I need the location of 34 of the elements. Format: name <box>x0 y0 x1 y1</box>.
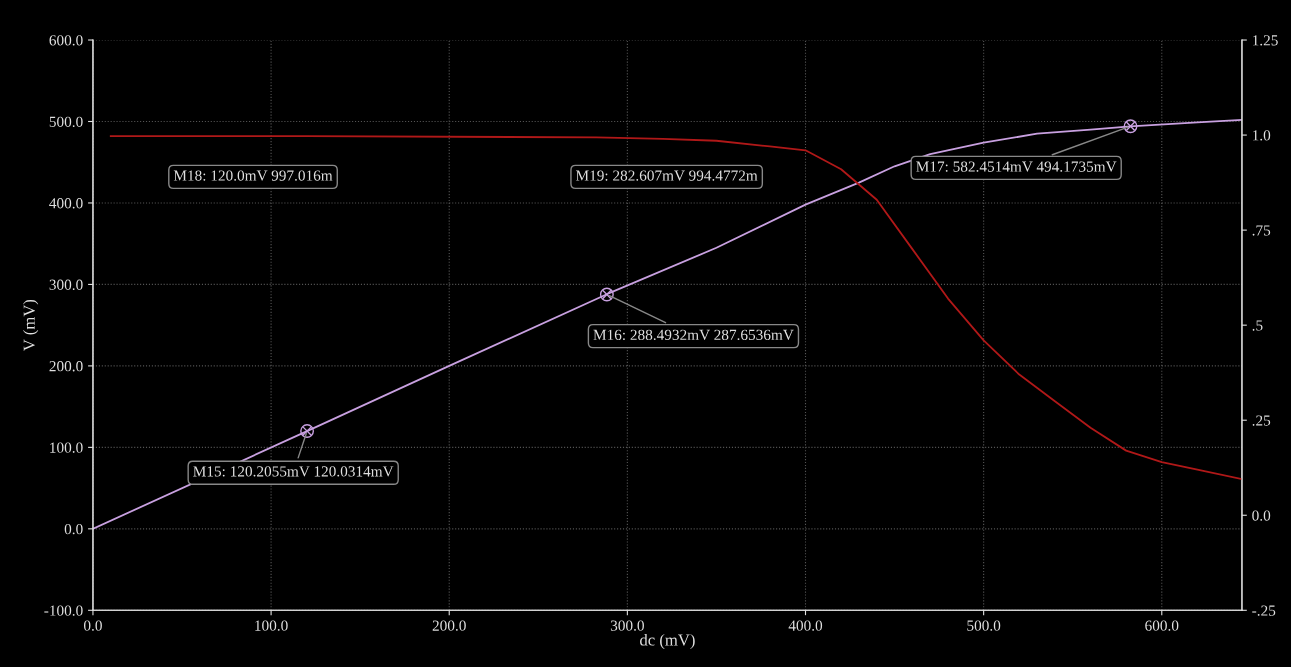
line-series <box>109 135 1242 481</box>
y2-tick-label: 1.25 <box>1253 35 1278 46</box>
y2-tick-label: .25 <box>1252 415 1271 426</box>
annotation: M16: 288.4932mV 287.6536mV <box>593 329 794 341</box>
y2-tick-label: 0.0 <box>1252 510 1271 521</box>
x-tick-label: 600.0 <box>1145 620 1179 631</box>
y2-tick-label: -.25 <box>1252 605 1276 616</box>
y-axis-title: V (mV) <box>23 299 39 351</box>
y-tick-label: 200.0 <box>49 361 83 372</box>
x-tick-label: 400.0 <box>788 620 823 631</box>
x-tick-label: 500.0 <box>967 620 1001 631</box>
point <box>1123 119 1138 134</box>
y-tick-label: 100.0 <box>50 442 83 453</box>
y2-tick-label: 1.0 <box>1253 130 1271 141</box>
x-axis-title: dc (mV) <box>640 633 695 649</box>
x-tick-label: 300.0 <box>610 620 644 631</box>
y-tick-label: 0.0 <box>64 523 83 535</box>
annotation: M15: 120.2055mV 120.0314mV <box>193 466 394 477</box>
y-tick-label: 300.0 <box>49 279 83 290</box>
annotation: M17: 582.4514mV 494.1735mV <box>916 161 1117 172</box>
y-tick-label: -100.0 <box>44 605 83 616</box>
x-tick-label: 100.0 <box>255 620 288 631</box>
y2-tick-label: .75 <box>1252 225 1271 236</box>
point <box>599 287 614 302</box>
point <box>300 424 315 438</box>
line-series <box>92 118 1242 530</box>
x-tick-label: 200.0 <box>432 620 466 631</box>
y2-tick-label: .5 <box>1252 320 1263 331</box>
x-tick-label: 0.0 <box>83 620 102 631</box>
y-tick-label: 600.0 <box>49 35 83 46</box>
y-tick-label: 400.0 <box>49 198 83 209</box>
y-tick-label: 500.0 <box>49 116 83 128</box>
annotation: M18: 120.0mV 997.016m <box>173 170 333 181</box>
annotation: M19: 282.607mV 994.4772m <box>575 170 758 181</box>
